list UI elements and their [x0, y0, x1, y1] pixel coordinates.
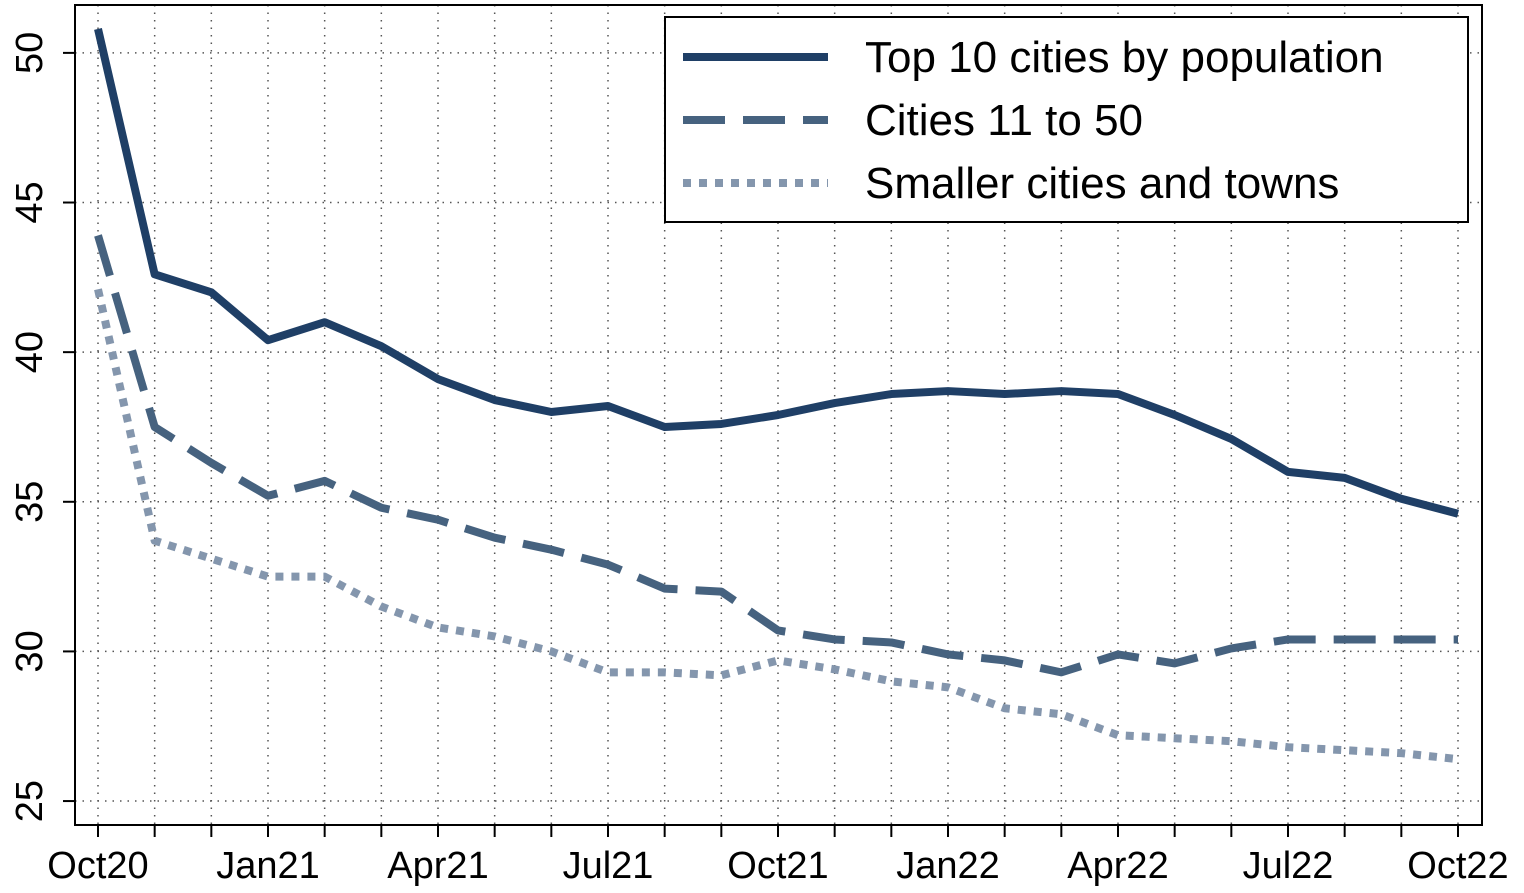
line	[94, 28, 1460, 518]
x-tick-label: Oct21	[727, 845, 828, 887]
x-tick-label: Jul22	[1243, 845, 1334, 887]
y-tick-label: 35	[9, 481, 51, 523]
legend-box	[664, 16, 1469, 223]
x-tick-label: Oct20	[47, 845, 148, 887]
y-tick-label: 40	[9, 331, 51, 373]
line	[94, 288, 1459, 764]
y-tick-label: 45	[9, 181, 51, 223]
line	[94, 234, 1458, 677]
legend-label: Smaller cities and towns	[865, 159, 1339, 208]
y-tick-label: 25	[9, 780, 51, 822]
x-tick-label: Apr22	[1067, 845, 1168, 887]
plot-frame	[74, 4, 1483, 826]
y-tick-label: 50	[9, 32, 51, 74]
legend-label: Top 10 cities by population	[865, 33, 1384, 82]
y-tick-label: 30	[9, 630, 51, 672]
legend-label: Cities 11 to 50	[865, 96, 1143, 145]
x-tick-label: Oct22	[1407, 845, 1508, 887]
x-tick-label: Jan22	[896, 845, 1000, 887]
x-tick-label: Jan21	[216, 845, 320, 887]
x-tick-label: Jul21	[563, 845, 654, 887]
x-tick-label: Apr21	[387, 845, 488, 887]
